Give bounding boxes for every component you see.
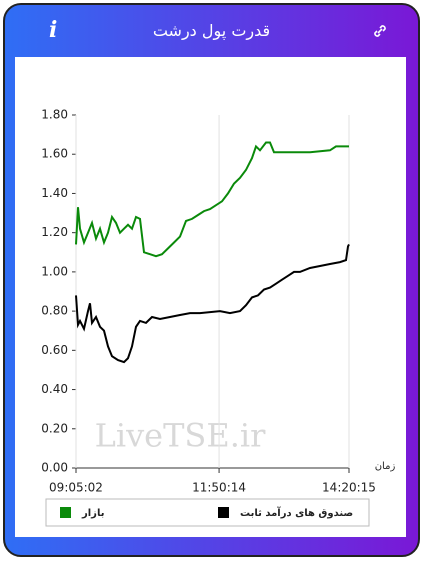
y-tick-label: 1.20 [41, 225, 68, 239]
series-line [75, 243, 350, 364]
legend-label: بازار [81, 508, 104, 519]
legend-label: صندوق های درآمد ثابت [240, 506, 353, 519]
y-tick-label: 1.60 [41, 147, 68, 161]
header: i قدرت پول درشت [5, 5, 418, 57]
x-tick-label: 09:05:02 [49, 481, 103, 495]
y-tick-label: 0.60 [41, 343, 68, 357]
info-button[interactable]: i [49, 17, 58, 43]
y-tick-label: 0.40 [41, 382, 68, 396]
watermark: LiveTSE.ir [95, 417, 267, 455]
y-tick-label: 1.40 [41, 186, 68, 200]
legend-swatch [218, 507, 229, 518]
x-tick-label: 14:20:15 [322, 481, 376, 495]
y-tick-label: 1.00 [41, 264, 68, 278]
title: قدرت پول درشت [152, 21, 271, 40]
legend-swatch [60, 507, 71, 518]
card: i قدرت پول درشت [3, 3, 420, 557]
y-tick-label: 1.80 [41, 108, 68, 122]
chart-panel [15, 57, 406, 537]
y-tick-label: 0.00 [41, 461, 68, 475]
x-tick-label: 11:50:14 [192, 481, 246, 495]
y-tick-label: 0.20 [41, 421, 68, 435]
legend-box [45, 498, 370, 527]
x-axis-label: زمان [375, 461, 396, 472]
y-tick-label: 0.80 [41, 304, 68, 318]
link-icon[interactable] [372, 23, 388, 39]
series-line [75, 141, 349, 258]
